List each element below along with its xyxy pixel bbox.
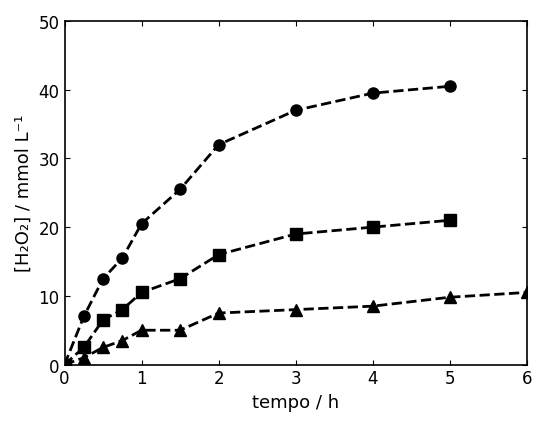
Y-axis label: [H₂O₂] / mmol L⁻¹: [H₂O₂] / mmol L⁻¹ — [15, 115, 33, 272]
X-axis label: tempo / h: tempo / h — [252, 393, 339, 411]
